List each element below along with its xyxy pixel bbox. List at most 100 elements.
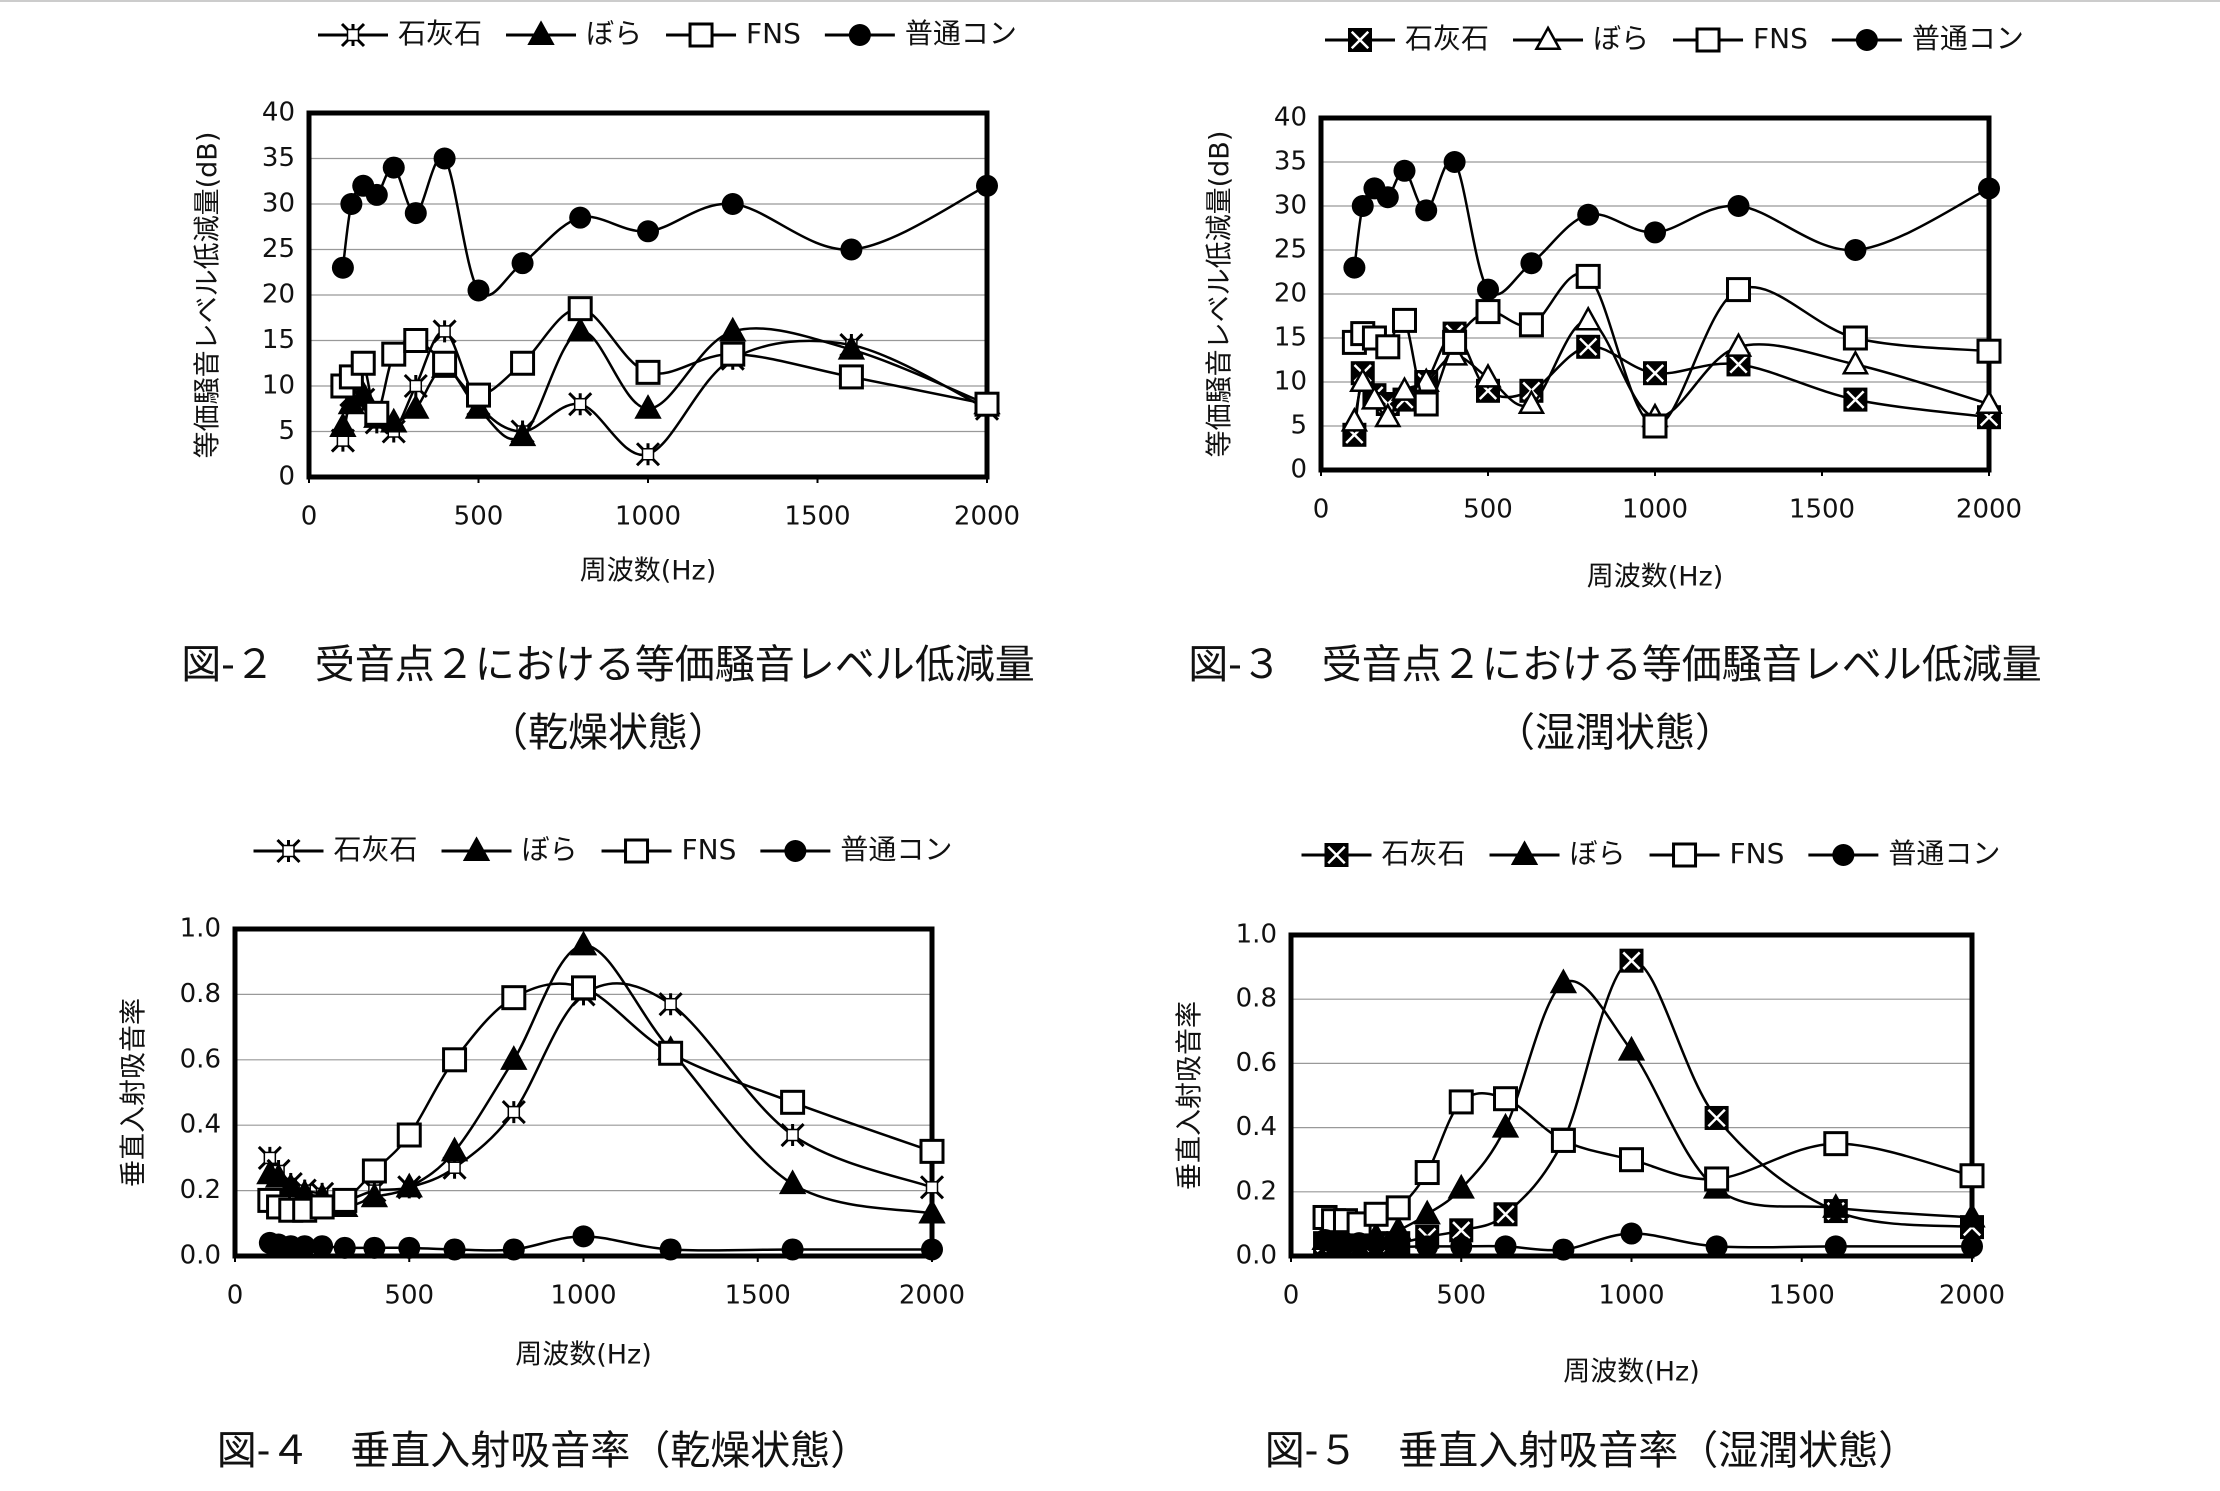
marker-box (664, 997, 677, 1011)
y-tick-label: 0.6 (180, 1044, 221, 1074)
y-tick-label: 40 (262, 98, 295, 128)
series-line (1353, 158, 1990, 296)
marker (1360, 384, 1389, 410)
caption: 図-３ 受音点２における等価騒音レベル低減量 (1188, 642, 2042, 688)
marker (720, 341, 746, 367)
marker (778, 1169, 807, 1195)
marker (1823, 1131, 1849, 1157)
marker (838, 364, 864, 390)
y-tick-label: 0.4 (1236, 1112, 1277, 1142)
marker (1619, 1147, 1644, 1173)
legend-label: 普通コン (905, 17, 1017, 50)
marker (1644, 221, 1666, 244)
marker-cross (1846, 390, 1865, 409)
x-tick-label: 500 (384, 1281, 434, 1311)
marker (1705, 1235, 1728, 1258)
caption: （湿潤状態） (1495, 710, 1735, 756)
marker (361, 1158, 387, 1184)
marker (1416, 1235, 1439, 1258)
chart: 0 5 10 15 20 25 30 35 40 0 500 1000 1500 2000 周波数(Hz) 等… (181, 17, 1035, 756)
x-tick-label: 0 (1313, 495, 1330, 525)
plot-frame (306, 110, 990, 480)
marker (780, 1089, 806, 1115)
marker (329, 412, 357, 437)
marker (1376, 186, 1399, 209)
marker (1413, 391, 1439, 417)
y-tick-label: 1.0 (1236, 920, 1277, 950)
marker-cross (1707, 1108, 1726, 1128)
y-tick-label: 35 (262, 143, 295, 173)
x-tick-label: 1500 (784, 502, 850, 532)
y-tick-label: 0.8 (180, 979, 221, 1009)
marker (1824, 1235, 1847, 1258)
marker-box (925, 1181, 939, 1194)
marker (1958, 1202, 1986, 1228)
marker (1552, 1238, 1575, 1261)
marker-cross (1729, 355, 1748, 374)
y-tick-label: 10 (262, 371, 295, 401)
marker (350, 350, 376, 376)
marker (382, 156, 405, 179)
marker (837, 334, 866, 360)
marker (443, 1238, 466, 1261)
marker (1365, 1232, 1388, 1255)
marker (1414, 1160, 1440, 1186)
y-tick-label: 15 (1274, 323, 1307, 353)
marker (1343, 256, 1366, 279)
x-axis-label: 周波数(Hz) (1587, 562, 1724, 593)
x-axis-label: 周波数(Hz) (580, 556, 717, 587)
marker (1349, 367, 1377, 393)
marker (1363, 1201, 1389, 1227)
marker (1959, 1163, 1985, 1189)
marker-box (448, 1161, 461, 1174)
marker (784, 840, 807, 862)
y-tick-label: 25 (262, 234, 295, 264)
marker (340, 193, 363, 215)
series-line (1325, 959, 1973, 1245)
marker (1724, 332, 1753, 357)
y-axis-label: 等価騒音レベル低減量(dB) (193, 132, 224, 459)
marker-box (282, 844, 295, 858)
y-tick-label: 0.8 (1236, 984, 1277, 1014)
marker (1575, 263, 1601, 289)
marker (1617, 1035, 1646, 1061)
marker-cross (1645, 364, 1665, 383)
marker (919, 1138, 945, 1164)
marker (976, 174, 998, 197)
legend-label: 石灰石 (1405, 22, 1489, 55)
marker (1491, 1112, 1520, 1138)
y-tick-label: 0.0 (180, 1241, 221, 1271)
y-tick-label: 0 (1290, 455, 1307, 485)
marker (466, 382, 491, 408)
legend-label: 普通コン (1912, 22, 2024, 55)
marker (1475, 299, 1501, 325)
marker (333, 1236, 356, 1259)
chart: 0 5 10 15 20 25 30 35 40 0 500 1000 1500 2000 周波数(Hz) 等… (1188, 22, 2042, 756)
caption: 図-２ 受音点２における等価騒音レベル低減量 (181, 642, 1035, 688)
marker-box (786, 1128, 799, 1142)
series-line (341, 155, 988, 297)
marker (432, 350, 458, 376)
x-axis-label: 周波数(Hz) (1563, 1357, 1700, 1388)
marker (1672, 842, 1698, 868)
y-tick-label: 0.2 (1236, 1176, 1277, 1206)
marker (500, 1045, 528, 1070)
y-tick-label: 0.4 (180, 1110, 221, 1140)
marker (569, 930, 598, 956)
marker (1340, 406, 1369, 432)
marker (1577, 203, 1600, 226)
y-tick-label: 5 (278, 416, 295, 446)
plot-frame (1288, 932, 1975, 1259)
marker (637, 220, 659, 243)
marker (402, 394, 430, 419)
marker (1385, 1195, 1411, 1221)
marker (1844, 239, 1867, 261)
chart: 0.0 0.2 0.4 0.6 0.8 1.0 0 500 1000 1500 2000 周波数(Hz… (119, 833, 966, 1474)
y-axis-label: 垂直入射吸音率 (119, 998, 150, 1187)
marker (635, 359, 661, 385)
legend-label: 石灰石 (398, 17, 482, 50)
marker (364, 400, 390, 426)
y-tick-label: 5 (1290, 411, 1307, 441)
marker (403, 328, 429, 353)
